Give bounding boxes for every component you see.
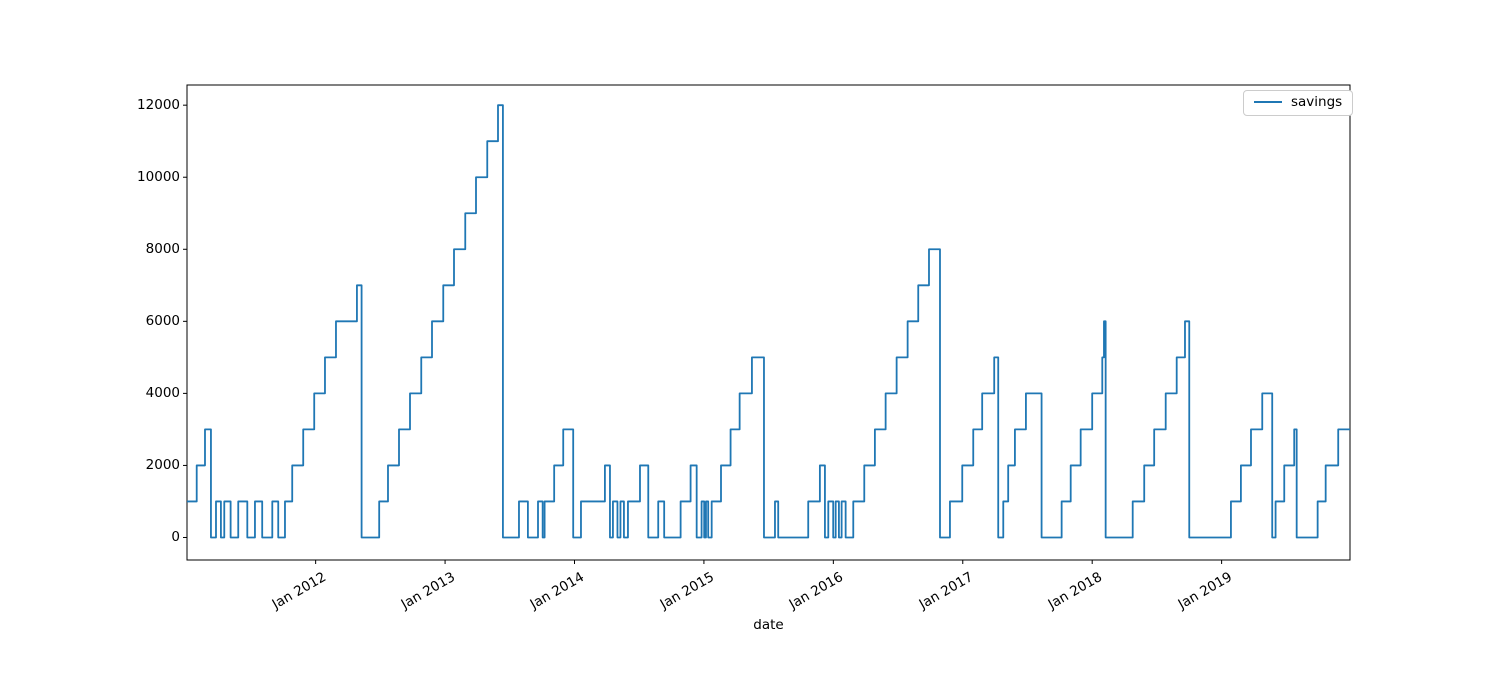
y-tick-label: 2000: [145, 457, 180, 474]
legend-label: savings: [1291, 94, 1343, 110]
axes-frame: [186, 84, 1351, 561]
legend: savings: [1243, 90, 1354, 116]
y-tick-label: 12000: [137, 97, 180, 114]
y-tick-label: 0: [171, 529, 180, 546]
legend-line-sample: [1254, 101, 1282, 104]
x-axis-label: date: [753, 617, 784, 633]
y-tick-label: 10000: [137, 169, 180, 186]
y-tick-label: 6000: [145, 313, 180, 330]
y-tick-label: 4000: [145, 385, 180, 402]
savings-line: [187, 104, 1350, 539]
y-tick-label: 8000: [145, 241, 180, 258]
